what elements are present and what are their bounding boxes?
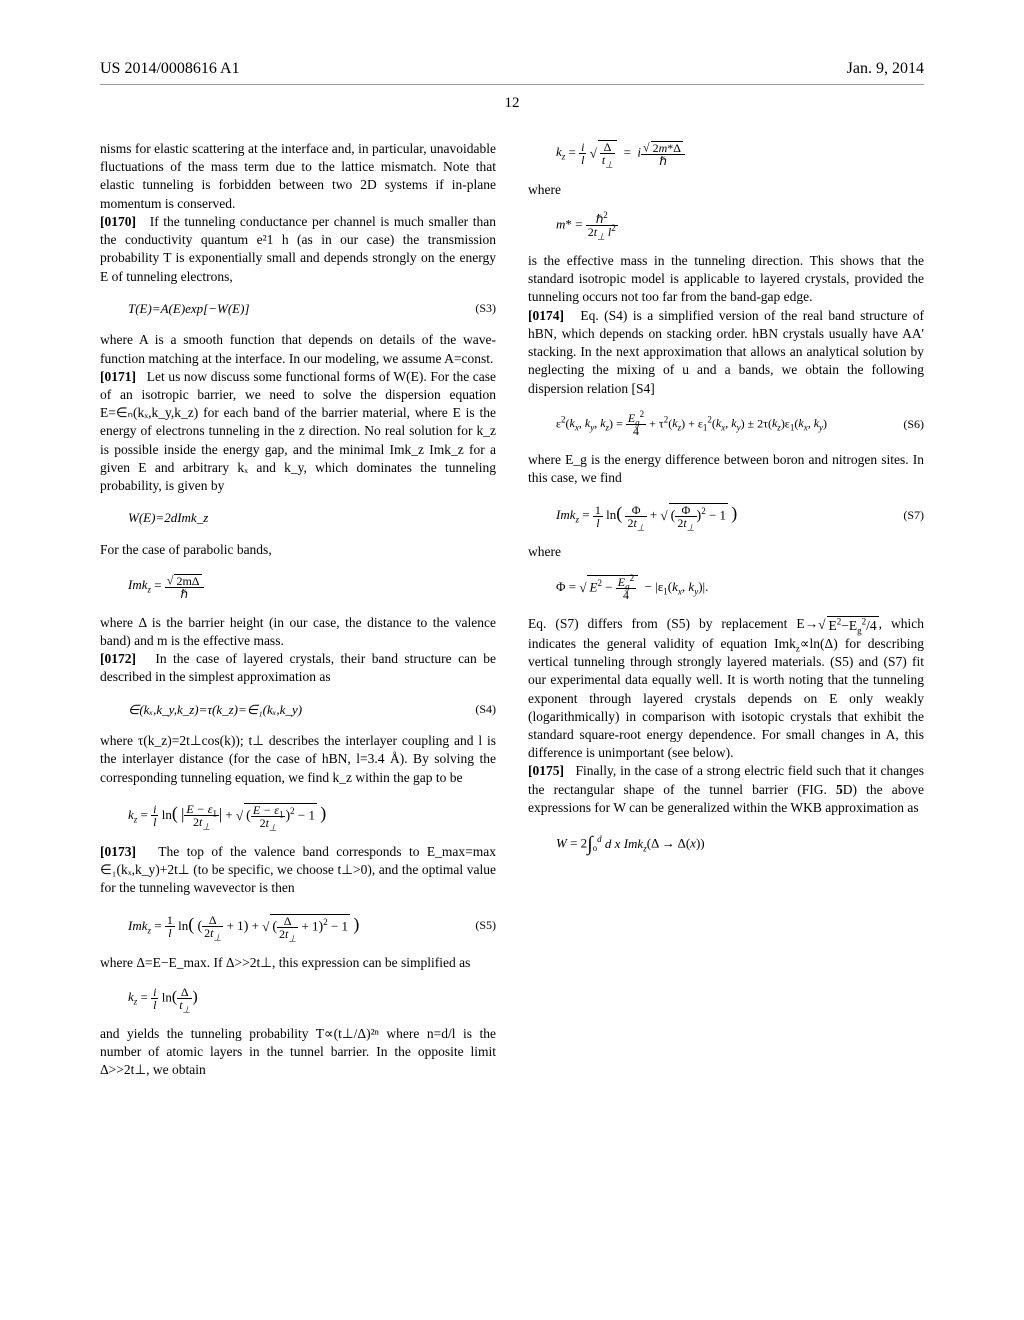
eq-kz-gap: kz = il ln( |E − ε12t⊥| + √(E − ε12t⊥)2 … [128,801,496,829]
eq-kz-limit: kz = il √Δt⊥ = i√2m*Δℏ [556,140,924,167]
eq-S7: Imkz = 1l ln( Φ2t⊥ + √(Φ2t⊥)2 − 1 ) (S7) [556,501,924,529]
eq-S4: ∈(kₓ,k_y,k_z)=τ(k_z)=∈₁(kₓ,k_y) (S4) [128,701,496,719]
para-text: The top of the valence band corresponds … [100,844,496,895]
para-0175: [0175] Finally, in the case of a strong … [528,762,924,817]
eq-label: (S5) [467,917,496,933]
para-text: Eq. (S4) is a simplified version of the … [528,308,924,396]
para-text: Finally, in the case of a strong electri… [528,763,924,814]
publication-date: Jan. 9, 2014 [847,60,924,78]
para-0172b: where τ(k_z)=2t⊥cos(k)); t⊥ describes th… [100,732,496,787]
para-0171b: For the case of parabolic bands, [100,541,496,559]
eq-label: (S4) [467,701,496,717]
eq-body: ∈(kₓ,k_y,k_z)=τ(k_z)=∈₁(kₓ,k_y) [128,701,467,719]
para-text: Let us now discuss some functional forms… [100,369,496,493]
eq-body: W(E)=2dImk_z [128,509,496,527]
eq-body: ε2(kx, ky, kz) = Eg24 + τ2(kz) + ε12(kx,… [556,412,895,437]
publication-number: US 2014/0008616 A1 [100,60,240,78]
eq-body: T(E)=A(E)exp[−W(E)] [128,300,467,318]
eq-S3: T(E)=A(E)exp[−W(E)] (S3) [128,300,496,318]
eq-S6: ε2(kx, ky, kz) = Eg24 + τ2(kz) + ε12(kx,… [556,412,924,437]
para-num: [0171] [100,369,136,384]
para-where2: where [528,543,924,561]
para-0170: [0170] If the tunneling conductance per … [100,213,496,286]
eq-mstar: m* = ℏ22t⊥ l2 [556,213,924,238]
para-num: [0174] [528,308,564,323]
para-mstar: is the effective mass in the tunneling d… [528,252,924,307]
eq-W-wkb: W = 2∫od d x Imkz(Δ → Δ(x)) [556,831,924,858]
para-num: [0170] [100,214,136,229]
eq-label: (S7) [895,507,924,523]
eq-body: Φ = √E2 − Eg24 − |ε1(kx, ky)|. [556,575,924,601]
para-0171c: where Δ is the barrier height (in our ca… [100,614,496,650]
eq-label: (S6) [895,416,924,432]
eq-body: kz = il √Δt⊥ = i√2m*Δℏ [556,140,924,167]
para-num: [0175] [528,763,564,778]
page-header: US 2014/0008616 A1 Jan. 9, 2014 [100,60,924,85]
eq-body: Imkz = 1l ln( Φ2t⊥ + √(Φ2t⊥)2 − 1 ) [556,501,895,529]
para-0174c: Eq. (S7) differs from (S5) by replacemen… [528,615,924,762]
para-cont: nisms for elastic scattering at the inte… [100,140,496,213]
body-columns: nisms for elastic scattering at the inte… [100,140,924,1240]
para-0174b: where E_g is the energy difference betwe… [528,451,924,487]
para-0173: [0173] The top of the valence band corre… [100,843,496,898]
eq-body: kz = il ln( |E − ε12t⊥| + √(E − ε12t⊥)2 … [128,801,496,829]
eq-body: m* = ℏ22t⊥ l2 [556,213,924,238]
page: US 2014/0008616 A1 Jan. 9, 2014 12 nisms… [0,0,1024,1320]
eq-body: kz = il ln(Δt⊥) [128,986,496,1011]
para-num: [0172] [100,651,136,666]
page-number: 12 [100,95,924,112]
para-where: where [528,181,924,199]
para-text: If the tunneling conductance per channel… [100,214,496,284]
eq-Imkz-parabolic: Imkz = √2mΔℏ [128,573,496,600]
eq-body: W = 2∫od d x Imkz(Δ → Δ(x)) [556,831,924,858]
eq-body: Imkz = √2mΔℏ [128,573,496,600]
para-0170b: where A is a smooth function that depend… [100,331,496,367]
eq-kz-simplified: kz = il ln(Δt⊥) [128,986,496,1011]
para-0173c: and yields the tunneling probability T∝(… [100,1025,496,1080]
eq-Phi: Φ = √E2 − Eg24 − |ε1(kx, ky)|. [556,575,924,601]
para-text: In the case of layered crystals, their b… [100,651,496,684]
para-0171: [0171] Let us now discuss some functiona… [100,368,496,496]
para-0174: [0174] Eq. (S4) is a simplified version … [528,307,924,398]
eq-W: W(E)=2dImk_z [128,509,496,527]
eq-S5: Imkz = 1l ln( (Δ2t⊥ + 1) + √(Δ2t⊥ + 1)2 … [128,912,496,940]
eq-label: (S3) [467,300,496,316]
eq-body: Imkz = 1l ln( (Δ2t⊥ + 1) + √(Δ2t⊥ + 1)2 … [128,912,467,940]
para-num: [0173] [100,844,136,859]
para-0173b: where Δ=E−E_max. If Δ>>2t⊥, this express… [100,954,496,972]
para-0172: [0172] In the case of layered crystals, … [100,650,496,686]
